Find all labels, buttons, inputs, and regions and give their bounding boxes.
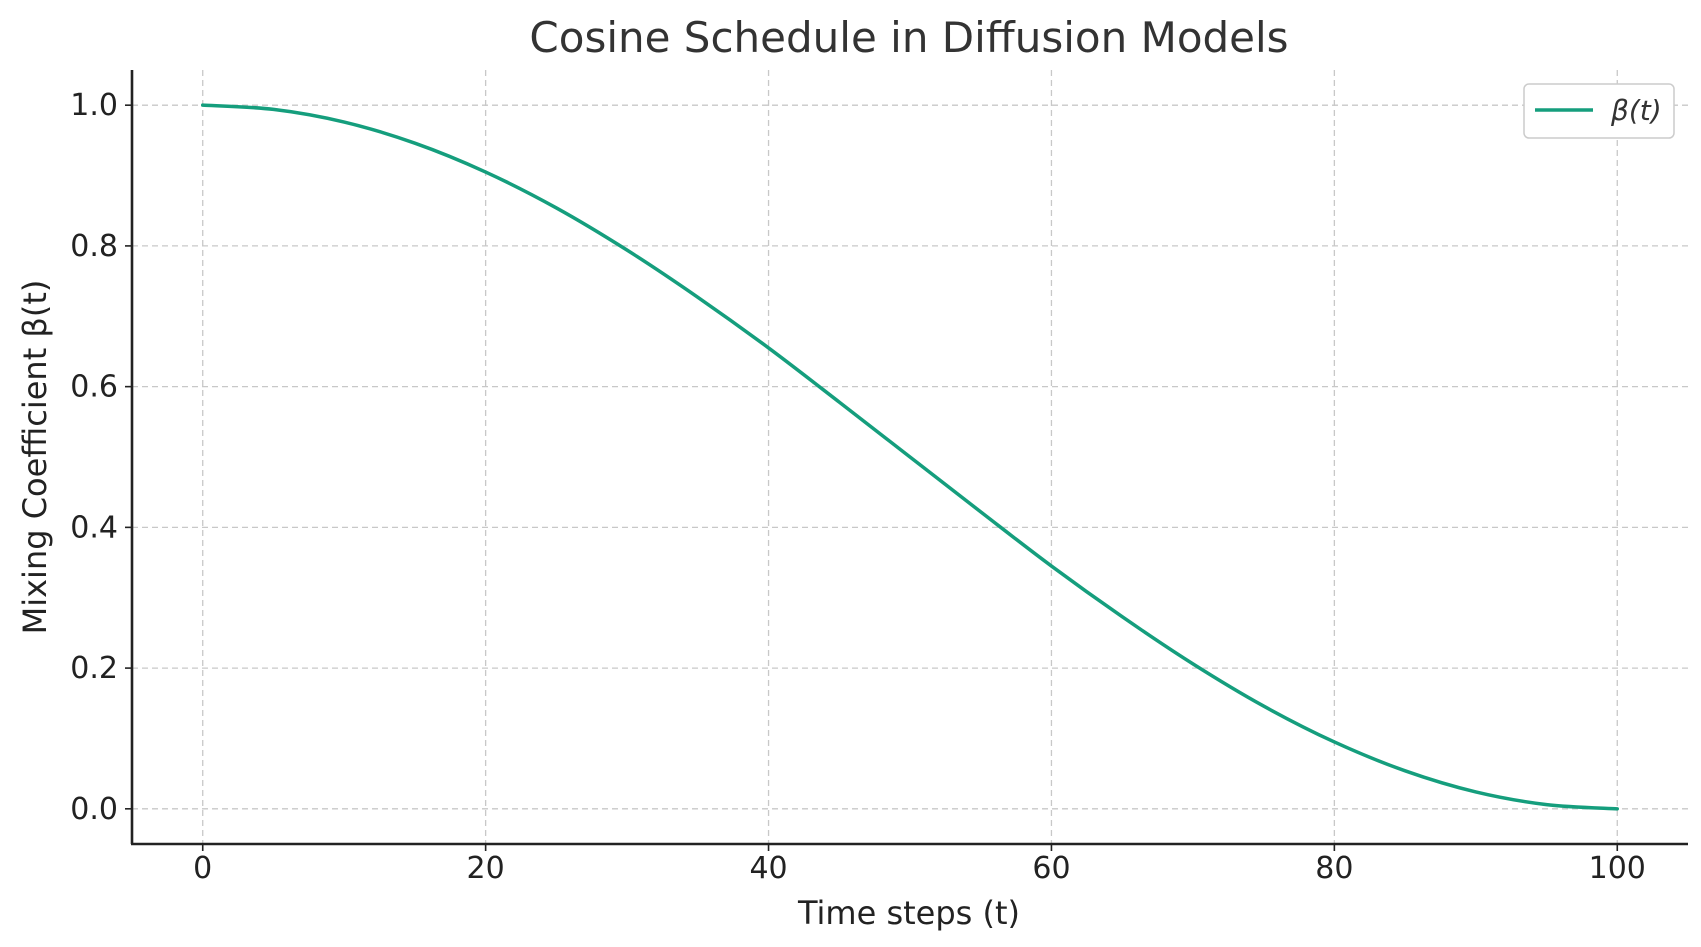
legend-box xyxy=(1523,83,1675,139)
x-tick-label: 80 xyxy=(1315,851,1353,886)
y-tick-label: 1.0 xyxy=(70,88,118,123)
series-line xyxy=(200,103,1620,811)
grid xyxy=(132,70,1688,844)
y-axis-label: Mixing Coefficient β(t) xyxy=(16,280,54,635)
x-tick-label: 0 xyxy=(193,851,212,886)
y-tick-label: 0.0 xyxy=(70,792,118,827)
y-tick-label: 0.6 xyxy=(70,370,118,405)
y-ticks: 0.0 0.2 0.4 0.6 0.8 1.0 xyxy=(70,88,132,827)
legend: β(t) xyxy=(1523,83,1675,139)
x-tick-label: 100 xyxy=(1589,851,1646,886)
legend-label: β(t) xyxy=(1610,94,1662,127)
y-tick-label: 0.2 xyxy=(70,651,118,686)
x-tick-label: 40 xyxy=(749,851,787,886)
x-tick-label: 60 xyxy=(1032,851,1070,886)
x-ticks: 0 20 40 60 80 100 xyxy=(193,844,1646,886)
series-layer xyxy=(200,103,1620,811)
chart-title: Cosine Schedule in Diffusion Models xyxy=(529,13,1288,62)
x-axis-label: Time steps (t) xyxy=(797,894,1020,932)
y-tick-label: 0.4 xyxy=(70,510,118,545)
axes xyxy=(130,70,1688,846)
y-tick-label: 0.8 xyxy=(70,229,118,264)
x-tick-label: 20 xyxy=(467,851,505,886)
